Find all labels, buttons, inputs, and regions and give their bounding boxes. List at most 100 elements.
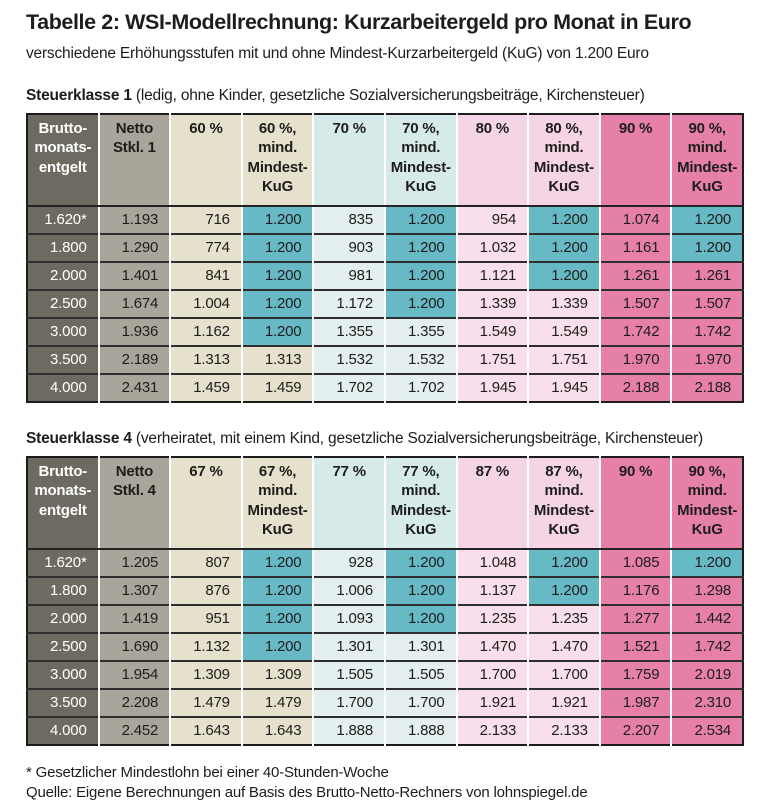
row-label-cell: 1.800: [27, 575, 99, 605]
table-row: 3.500 2.208 1.479 1.479 1.700 1.700 1.921 1.921…: [27, 687, 743, 717]
value-cell: 1.888: [383, 715, 457, 745]
value-cell: 1.505: [312, 659, 385, 689]
value-cell: 1.048: [455, 548, 529, 577]
value-cell: 1.643: [169, 715, 242, 745]
value-cell: 1.339: [527, 288, 600, 318]
value-cell: 2.188: [598, 372, 672, 402]
value-cell: 1.200: [383, 205, 457, 234]
value-cell: 1.470: [527, 631, 600, 661]
value-cell: 1.936: [97, 316, 171, 346]
section-heading-bold: Steuerklasse 1: [26, 87, 132, 105]
value-cell: 2.188: [670, 372, 743, 402]
value-cell: 1.521: [598, 631, 672, 661]
value-cell: 1.921: [455, 687, 529, 717]
value-cell: 1.261: [598, 260, 672, 290]
row-label-cell: 2.500: [27, 288, 99, 318]
value-cell: 1.093: [312, 603, 385, 633]
table-row: 3.500 2.189 1.313 1.313 1.532 1.532 1.751 1.751…: [27, 344, 743, 374]
row-label-cell: 3.500: [27, 344, 99, 374]
value-cell: 1.505: [383, 659, 457, 689]
table-row: 1.800 1.307 876 1.200 1.006 1.200 1.137 1.200 1.…: [27, 575, 743, 605]
column-header: 90 %, mind. Mindest- KuG: [670, 456, 743, 550]
value-cell: 1.702: [312, 372, 385, 402]
value-cell: 1.162: [169, 316, 242, 346]
value-cell: 1.200: [383, 232, 457, 262]
value-cell: 1.549: [455, 316, 529, 346]
value-cell: 1.074: [598, 205, 672, 234]
value-cell: 1.751: [527, 344, 600, 374]
value-cell: 1.137: [455, 575, 529, 605]
column-header: 60 %: [169, 113, 242, 207]
table-row: 2.500 1.690 1.132 1.200 1.301 1.301 1.470 1.470…: [27, 631, 743, 661]
value-cell: 1.200: [240, 575, 314, 605]
value-cell: 716: [169, 205, 242, 234]
value-cell: 1.200: [527, 548, 600, 577]
value-cell: 1.702: [383, 372, 457, 402]
row-label-cell: 3.500: [27, 687, 99, 717]
value-cell: 1.200: [527, 575, 600, 605]
value-cell: 1.301: [312, 631, 385, 661]
value-cell: 1.954: [97, 659, 171, 689]
value-cell: 2.019: [670, 659, 743, 689]
value-cell: 1.479: [169, 687, 242, 717]
column-header: 70 %: [312, 113, 385, 207]
value-cell: 2.452: [97, 715, 171, 745]
value-cell: 1.355: [312, 316, 385, 346]
value-cell: 1.674: [97, 288, 171, 318]
table-row: 1.620* 1.193 716 1.200 835 1.200 954 1.200 1.074…: [27, 205, 743, 234]
value-cell: 1.479: [240, 687, 314, 717]
value-cell: 1.313: [240, 344, 314, 374]
value-cell: 928: [312, 548, 385, 577]
value-cell: 2.189: [97, 344, 171, 374]
table-row: 2.000 1.401 841 1.200 981 1.200 1.121 1.200 1.26…: [27, 260, 743, 290]
value-cell: 903: [312, 232, 385, 262]
value-cell: 807: [169, 548, 242, 577]
value-cell: 1.921: [527, 687, 600, 717]
header-row: Brutto- monats- entgelt Netto Stkl. 4 67 %…: [27, 456, 743, 550]
table-row: 1.620* 1.205 807 1.200 928 1.200 1.048 1.200 1.0…: [27, 548, 743, 577]
column-header: 87 %: [455, 456, 529, 550]
table-steuerklasse-1: Brutto- monats- entgelt Netto Stkl. 1 60 %…: [26, 112, 744, 403]
footnote-block: * Gesetzlicher Mindestlohn bei einer 40-…: [26, 763, 744, 803]
column-header: 90 %, mind. Mindest- KuG: [670, 113, 743, 207]
value-cell: 1.307: [97, 575, 171, 605]
table-row: 3.000 1.954 1.309 1.309 1.505 1.505 1.700 1.700…: [27, 659, 743, 689]
table-steuerklasse-4: Brutto- monats- entgelt Netto Stkl. 4 67 %…: [26, 455, 744, 746]
table-row: 3.000 1.936 1.162 1.200 1.355 1.355 1.549 1.549…: [27, 316, 743, 346]
value-cell: 1.301: [383, 631, 457, 661]
row-label-cell: 1.800: [27, 232, 99, 262]
value-cell: 1.200: [383, 575, 457, 605]
column-header: 80 %, mind. Mindest- KuG: [527, 113, 600, 207]
column-header: 70 %, mind. Mindest- KuG: [383, 113, 457, 207]
section-heading-note: (verheiratet, mit einem Kind, gesetzlich…: [135, 429, 704, 447]
value-cell: 1.277: [598, 603, 672, 633]
value-cell: 1.742: [598, 316, 672, 346]
value-cell: 1.700: [455, 659, 529, 689]
value-cell: 1.172: [312, 288, 385, 318]
value-cell: 1.459: [169, 372, 242, 402]
value-cell: 1.470: [455, 631, 529, 661]
value-cell: 1.193: [97, 205, 171, 234]
value-cell: 1.032: [455, 232, 529, 262]
value-cell: 1.700: [383, 687, 457, 717]
value-cell: 1.085: [598, 548, 672, 577]
row-label-cell: 3.000: [27, 316, 99, 346]
value-cell: 841: [169, 260, 242, 290]
value-cell: 1.200: [383, 603, 457, 633]
value-cell: 954: [455, 205, 529, 234]
value-cell: 2.534: [670, 715, 743, 745]
column-header: 87 %, mind. Mindest- KuG: [527, 456, 600, 550]
row-label-cell: 2.500: [27, 631, 99, 661]
section-heading-bold: Steuerklasse 4: [26, 429, 132, 447]
column-header: 67 %, mind. Mindest- KuG: [240, 456, 314, 550]
value-cell: 1.004: [169, 288, 242, 318]
value-cell: 1.161: [598, 232, 672, 262]
value-cell: 1.507: [670, 288, 743, 318]
row-label-cell: 4.000: [27, 715, 99, 745]
value-cell: 1.200: [240, 548, 314, 577]
column-header: 90 %: [598, 456, 672, 550]
value-cell: 1.200: [383, 288, 457, 318]
value-cell: 1.290: [97, 232, 171, 262]
value-cell: 1.200: [240, 316, 314, 346]
value-cell: 1.205: [97, 548, 171, 577]
